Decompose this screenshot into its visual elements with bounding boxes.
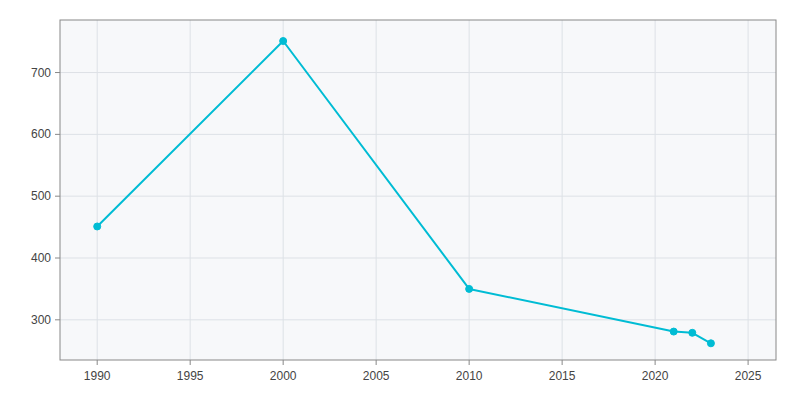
axes: 1990 1995 2000 2005 2010 2015 2020 2025 300 400 50… — [31, 66, 762, 383]
x-grid-line — [469, 20, 470, 360]
x-grid-line — [376, 20, 377, 360]
y-tick — [55, 258, 60, 259]
point — [707, 340, 714, 347]
x-grid-line — [97, 20, 98, 360]
point — [689, 329, 696, 336]
y-tick-label: 700 — [31, 66, 51, 80]
x-tick-label: 2000 — [270, 369, 297, 383]
x-tick-label: 2020 — [642, 369, 669, 383]
y-tick-label: 300 — [31, 313, 51, 327]
y-grid-line — [60, 258, 776, 259]
x-tick-label: 2010 — [456, 369, 483, 383]
x-tick-label: 2025 — [735, 369, 762, 383]
x-tick — [469, 360, 470, 365]
x-tick-label: 1995 — [177, 369, 204, 383]
y-tick — [55, 319, 60, 320]
x-grid-line — [748, 20, 749, 360]
y-tick — [55, 134, 60, 135]
y-tick-label: 600 — [31, 127, 51, 141]
y-tick-label: 500 — [31, 189, 51, 203]
point — [670, 328, 677, 335]
point — [466, 285, 473, 292]
point — [94, 223, 101, 230]
chart: 1990 1995 2000 2005 2010 2015 2020 2025 300 400 50… — [0, 0, 800, 400]
plot-frame — [60, 20, 776, 360]
grid — [60, 20, 776, 360]
x-tick-label: 1990 — [84, 369, 111, 383]
x-tick — [655, 360, 656, 365]
chart-container: 1990 1995 2000 2005 2010 2015 2020 2025 300 400 50… — [0, 0, 800, 400]
line — [97, 41, 711, 343]
y-grid-line — [60, 319, 776, 320]
y-tick-label: 400 — [31, 251, 51, 265]
y-grid-line — [60, 196, 776, 197]
x-tick — [376, 360, 377, 365]
y-tick — [55, 196, 60, 197]
x-tick — [748, 360, 749, 365]
x-tick-label: 2005 — [363, 369, 390, 383]
series — [94, 38, 715, 347]
x-grid-line — [283, 20, 284, 360]
y-grid-line — [60, 134, 776, 135]
x-grid-line — [655, 20, 656, 360]
x-tick — [283, 360, 284, 365]
point — [280, 38, 287, 45]
y-grid-line — [60, 72, 776, 73]
y-tick — [55, 72, 60, 73]
x-tick-label: 2015 — [549, 369, 576, 383]
x-grid-line — [190, 20, 191, 360]
x-tick — [97, 360, 98, 365]
x-tick — [562, 360, 563, 365]
x-tick — [190, 360, 191, 365]
plot-background — [60, 20, 776, 360]
